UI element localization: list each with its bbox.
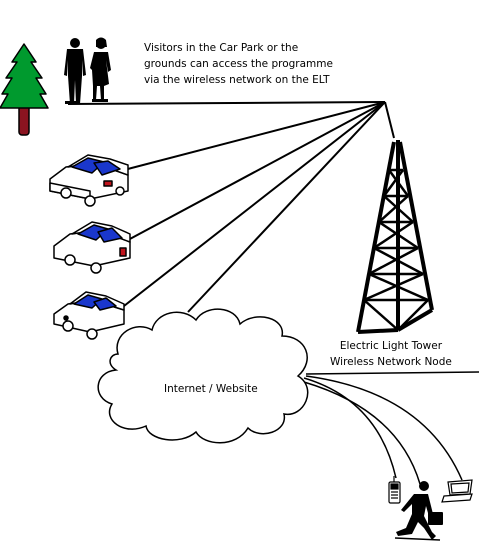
line-to-car-1 [123,101,386,171]
walking-man-icon [394,481,443,541]
line-to-laptop [305,375,463,481]
line-to-car-2 [127,101,386,241]
line-to-walking-man [303,381,421,485]
pine-tree-icon [0,43,49,136]
line-to-car-3 [123,101,386,307]
line-to-network-edge [305,371,479,375]
visitors-caption: Visitors in the Car Park or the grounds … [144,40,333,88]
tower-antenna [384,101,395,139]
connection-lines [67,101,395,313]
car-icon [53,291,125,340]
car-icon [53,221,131,274]
line-to-visitors [67,101,386,105]
business-people-icon [64,37,111,104]
tower-label-line-2: Wireless Network Node [330,356,452,368]
visitors-caption-line-2: grounds can access the programme [144,58,333,70]
cloud-label: Internet / Website [164,383,258,395]
tower-icon [356,140,434,334]
cloud-icon [97,308,309,444]
car-icon [49,154,129,207]
line-to-phone [303,377,397,479]
tower-label: Electric Light Tower Wireless Network No… [330,338,452,370]
tower-label-line-1: Electric Light Tower [339,340,443,352]
mobile-phone-icon [388,476,401,504]
laptop-icon [441,479,473,503]
visitors-caption-line-1: Visitors in the Car Park or the [144,42,299,54]
cloud-connection-lines [303,371,479,485]
line-to-cloud [187,101,386,313]
visitors-caption-line-3: via the wireless network on the ELT [144,74,330,86]
